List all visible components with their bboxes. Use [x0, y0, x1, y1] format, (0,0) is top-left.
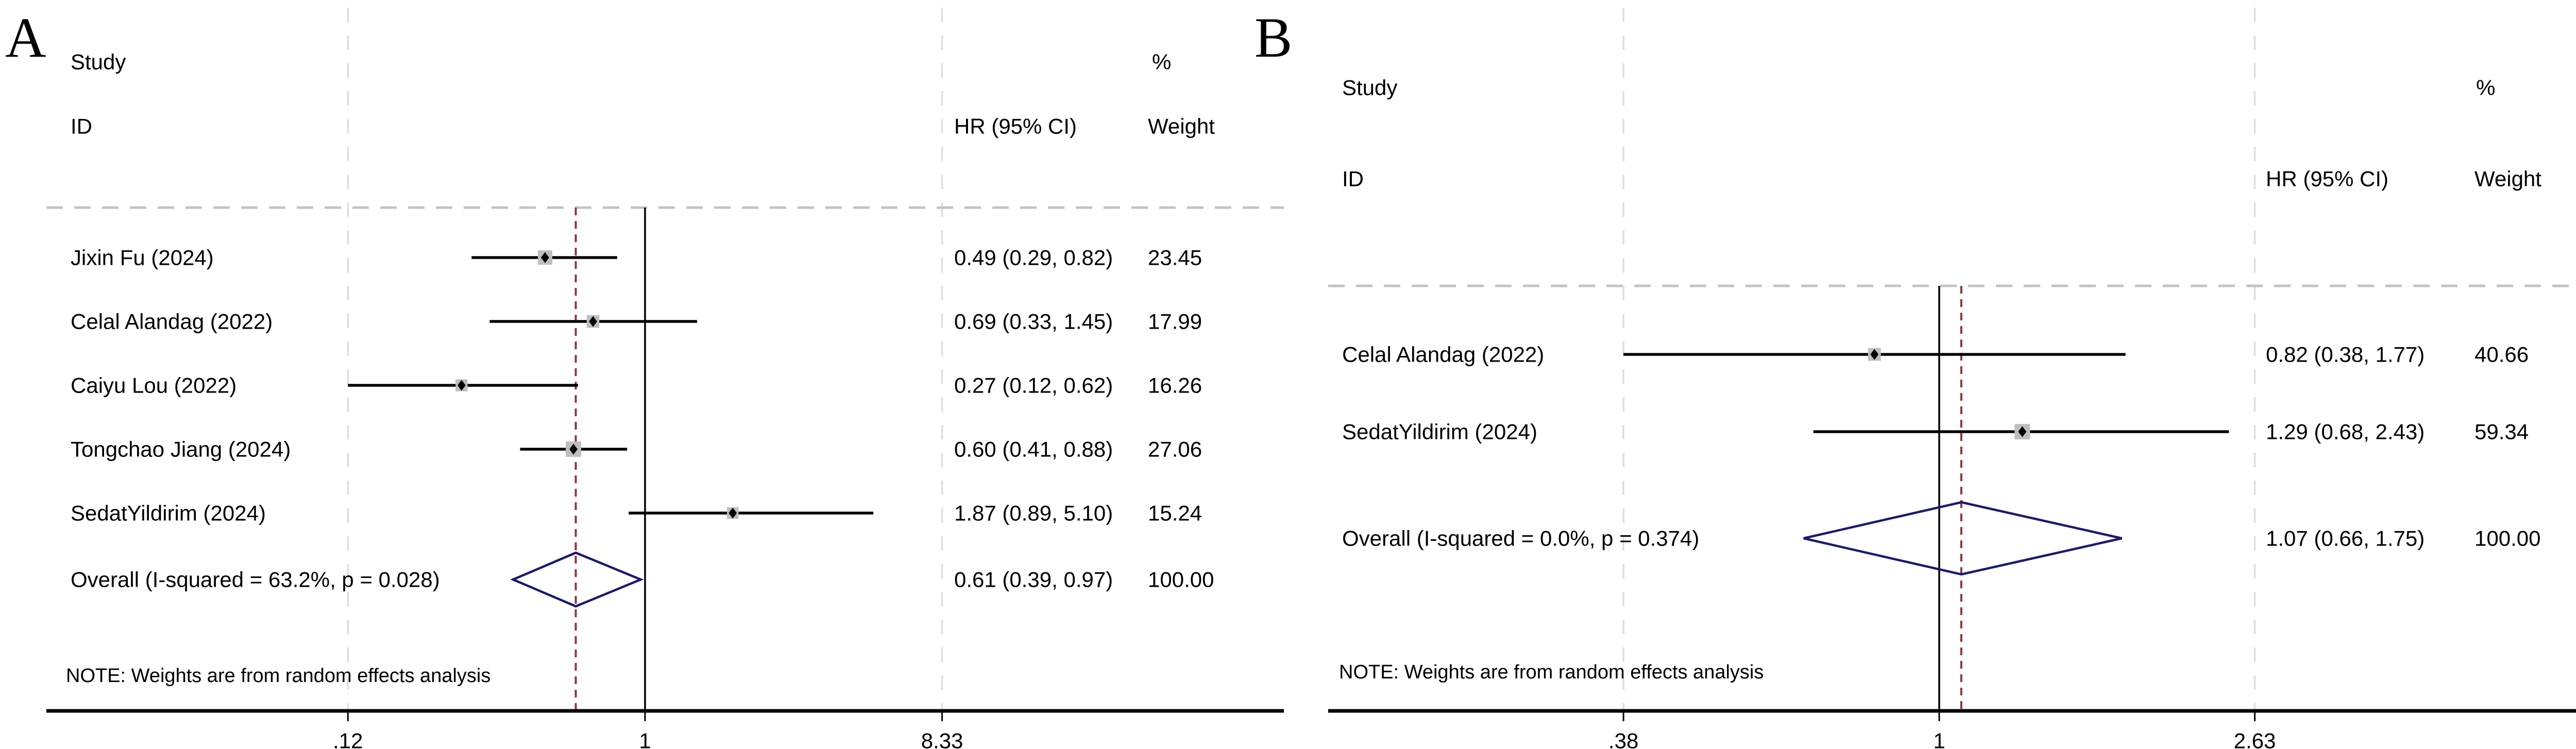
- weight-value: 23.45: [1148, 246, 1202, 270]
- overall-weight-value: 100.00: [2475, 526, 2540, 551]
- x-axis-tick-label: .12: [333, 729, 363, 749]
- column-header-hr-ci: HR (95% CI): [2266, 167, 2388, 191]
- study-row: [1813, 424, 2229, 439]
- panel-b: B Study ID% HR (95% CI) Weight Celal Alandag …: [1255, 6, 2576, 749]
- study-label: Jixin Fu (2024): [71, 246, 214, 270]
- hr-ci-value: 0.69 (0.33, 1.45): [954, 310, 1113, 334]
- study-label: Celal Alandag (2022): [1342, 343, 1544, 367]
- hr-ci-value: 0.82 (0.38, 1.77): [2266, 343, 2425, 367]
- study-row: [489, 315, 698, 328]
- x-axis-tick-label: .38: [1608, 729, 1638, 749]
- point-estimate-marker: [728, 507, 737, 519]
- weight-value: 15.24: [1148, 501, 1202, 525]
- weight-value: 16.26: [1148, 373, 1202, 398]
- weight-value: 17.99: [1148, 310, 1202, 334]
- column-header-study: Study: [1342, 76, 1397, 100]
- study-row: [629, 507, 874, 519]
- column-header-percent: %: [1152, 50, 1171, 74]
- overall-label: Overall (I-squared = 0.0%, p = 0.374): [1342, 526, 1699, 551]
- overall-weight-value: 100.00: [1148, 568, 1214, 592]
- hr-ci-value: 1.87 (0.89, 5.10): [954, 501, 1113, 525]
- random-effects-note: NOTE: Weights are from random effects an…: [1339, 661, 1764, 683]
- hr-ci-value: 0.27 (0.12, 0.62): [954, 373, 1113, 398]
- weight-value: 27.06: [1148, 437, 1202, 462]
- panel-a: A Study ID% HR (95% CI) Weight Jixin Fu (2024…: [5, 6, 1284, 749]
- study-label: SedatYildirim (2024): [71, 501, 266, 525]
- hr-ci-value: 0.60 (0.41, 0.88): [954, 437, 1113, 462]
- study-row: [1623, 348, 2126, 361]
- weight-value: 59.34: [2475, 420, 2529, 444]
- hr-ci-value: 0.49 (0.29, 0.82): [954, 246, 1113, 270]
- point-estimate-marker: [2018, 426, 2027, 437]
- point-estimate-marker: [457, 380, 466, 391]
- overall-label: Overall (I-squared = 63.2%, p = 0.028): [71, 568, 440, 592]
- point-estimate-marker: [540, 252, 549, 263]
- x-axis-tick-label: 1: [639, 729, 651, 749]
- column-header-weight: Weight: [2475, 167, 2541, 191]
- x-axis-tick-label: 8.33: [921, 729, 963, 749]
- overall-diamond: [1803, 501, 2122, 576]
- column-header-hr-ci: HR (95% CI): [954, 114, 1077, 139]
- panel-label: A: [5, 6, 46, 69]
- hr-ci-value: 1.29 (0.68, 2.43): [2266, 420, 2425, 444]
- weight-value: 40.66: [2475, 343, 2529, 367]
- study-label: Tongchao Jiang (2024): [71, 437, 291, 462]
- column-header-study: Study: [71, 50, 126, 74]
- x-axis-tick-label: 1: [1933, 729, 1945, 749]
- study-row: [471, 250, 618, 265]
- column-header-id: ID: [71, 114, 92, 139]
- point-estimate-marker: [589, 316, 598, 327]
- column-header-id: ID: [1342, 167, 1364, 191]
- overall-hr-ci-value: 1.07 (0.66, 1.75): [2266, 526, 2425, 551]
- panel-label: B: [1255, 6, 1292, 69]
- point-estimate-marker: [1870, 349, 1879, 360]
- overall-diamond: [510, 551, 644, 608]
- study-label: SedatYildirim (2024): [1342, 420, 1537, 444]
- random-effects-note: NOTE: Weights are from random effects an…: [66, 665, 490, 687]
- study-row: [348, 379, 578, 391]
- overall-hr-ci-value: 0.61 (0.39, 0.97): [954, 568, 1113, 592]
- study-label: Caiyu Lou (2022): [71, 373, 236, 398]
- study-row: [520, 441, 628, 457]
- column-header-weight: Weight: [1148, 114, 1215, 139]
- x-axis-tick-label: 2.63: [2234, 729, 2276, 749]
- study-label: Celal Alandag (2022): [71, 310, 273, 334]
- column-header-percent: %: [2476, 76, 2495, 100]
- point-estimate-marker: [569, 444, 578, 455]
